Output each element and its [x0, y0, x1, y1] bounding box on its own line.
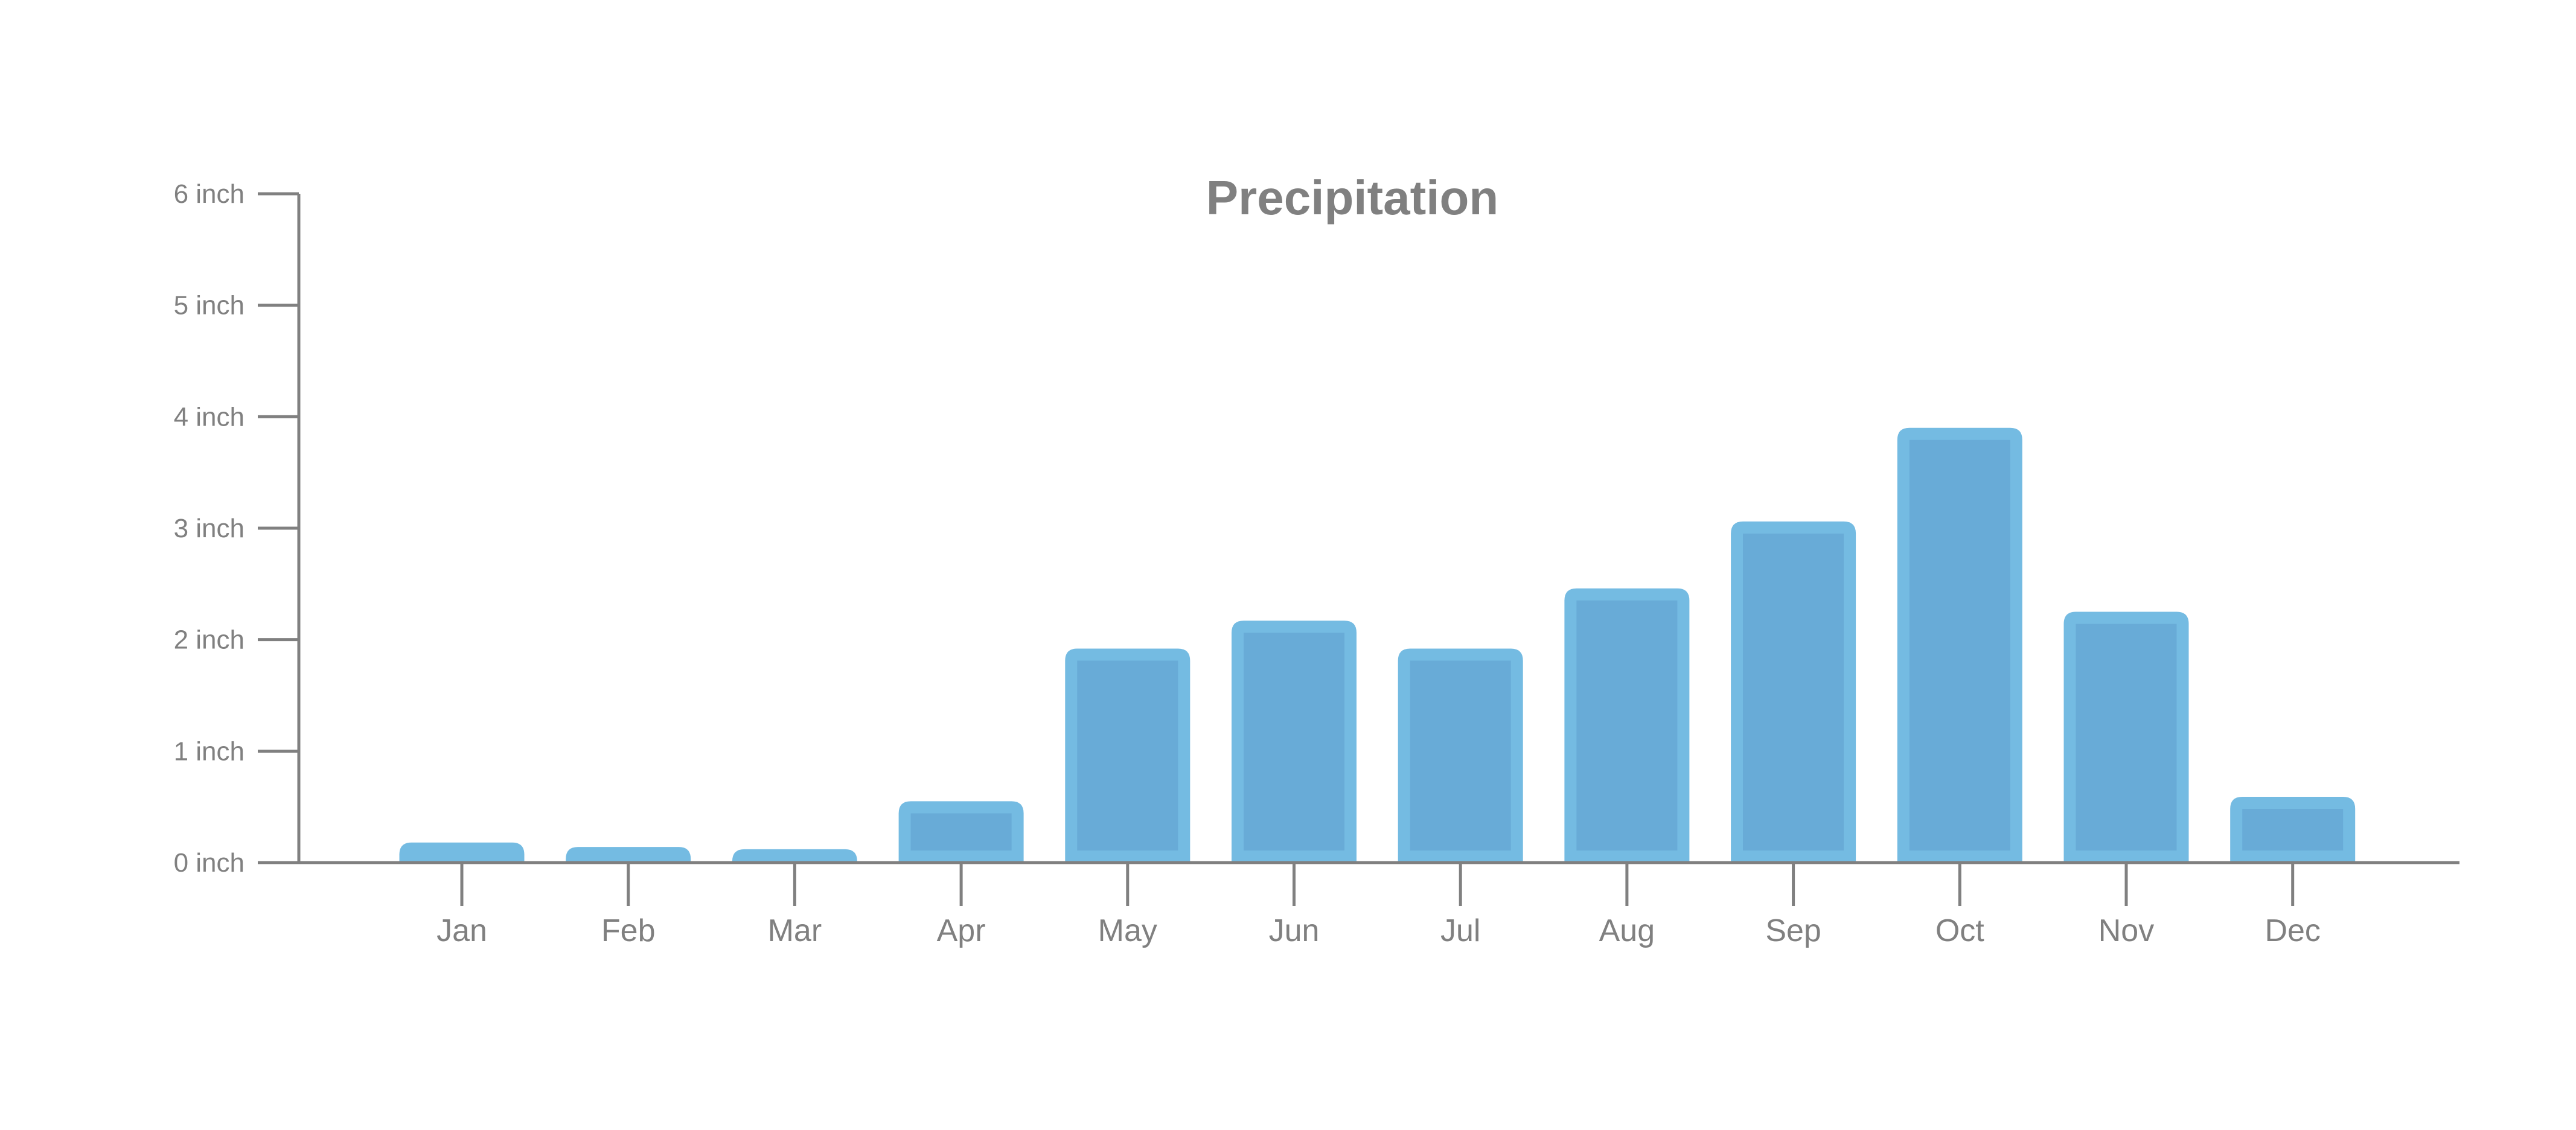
y-tick-label: 5 inch — [174, 291, 244, 321]
bar-nov — [2063, 611, 2189, 863]
bar-feb — [566, 847, 691, 863]
y-tick-label: 6 inch — [174, 179, 244, 209]
bar-outer — [399, 842, 525, 863]
x-tick-label: Jun — [1269, 913, 1320, 948]
y-tick-label: 2 inch — [174, 625, 244, 655]
y-tick-label: 1 inch — [174, 736, 244, 766]
bar-inner — [1244, 633, 1344, 851]
bar-outer — [732, 849, 857, 863]
bar-may — [1065, 648, 1191, 863]
x-tick-label: Jul — [1440, 913, 1480, 948]
bar-apr — [898, 801, 1024, 863]
bar-sep — [1731, 521, 1856, 863]
bar-inner — [1743, 533, 1844, 851]
bar-inner — [1909, 439, 2010, 851]
bar-dec — [2230, 797, 2356, 863]
y-tick-label: 3 inch — [174, 514, 244, 543]
x-tick-label: Sep — [1765, 913, 1821, 948]
x-tick-label: Dec — [2264, 913, 2320, 948]
y-axis: 0 inch 1 inch 2 inch 3 inch 4 inch 5 inch 6 in… — [174, 179, 301, 878]
bar-inner — [1410, 660, 1511, 851]
x-tick-label: Oct — [1935, 913, 1984, 948]
bar-mar — [732, 849, 857, 863]
bar-outer — [566, 847, 691, 863]
bar-inner — [910, 813, 1012, 851]
x-tick-label: May — [1098, 913, 1157, 948]
bar-inner — [1077, 660, 1178, 851]
bar-inner — [2076, 624, 2177, 851]
x-axis: Jan Feb Mar Apr May Jun Jul Aug Sep Oct Nov Dec — [299, 861, 2459, 948]
bar-jul — [1398, 648, 1523, 863]
bar-series — [399, 427, 2356, 863]
bar-inner — [1576, 600, 1678, 851]
x-tick-label: Apr — [937, 913, 986, 948]
x-tick-label: Feb — [601, 913, 656, 948]
bar-inner — [2242, 809, 2344, 851]
x-tick-label: Nov — [2098, 913, 2154, 948]
x-tick-label: Aug — [1599, 913, 1655, 948]
y-tick-label: 0 inch — [174, 848, 244, 878]
bar-oct — [1897, 427, 2022, 863]
bar-jun — [1232, 621, 1357, 863]
x-tick-label: Mar — [768, 913, 822, 948]
bar-aug — [1564, 588, 1690, 863]
x-tick-label: Jan — [436, 913, 487, 948]
y-tick-label: 4 inch — [174, 402, 244, 432]
chart-title: Precipitation — [1206, 171, 1499, 225]
bar-jan — [399, 842, 525, 863]
